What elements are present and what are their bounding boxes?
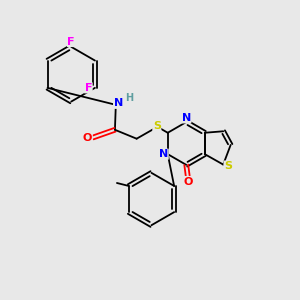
Text: N: N: [159, 149, 168, 159]
Text: H: H: [125, 93, 133, 103]
Text: S: S: [153, 121, 161, 131]
Text: O: O: [183, 176, 192, 187]
Text: F: F: [68, 37, 75, 46]
Text: F: F: [85, 83, 92, 93]
Text: N: N: [182, 113, 191, 123]
Text: O: O: [83, 133, 92, 142]
Text: S: S: [224, 161, 232, 171]
Text: N: N: [114, 98, 123, 108]
